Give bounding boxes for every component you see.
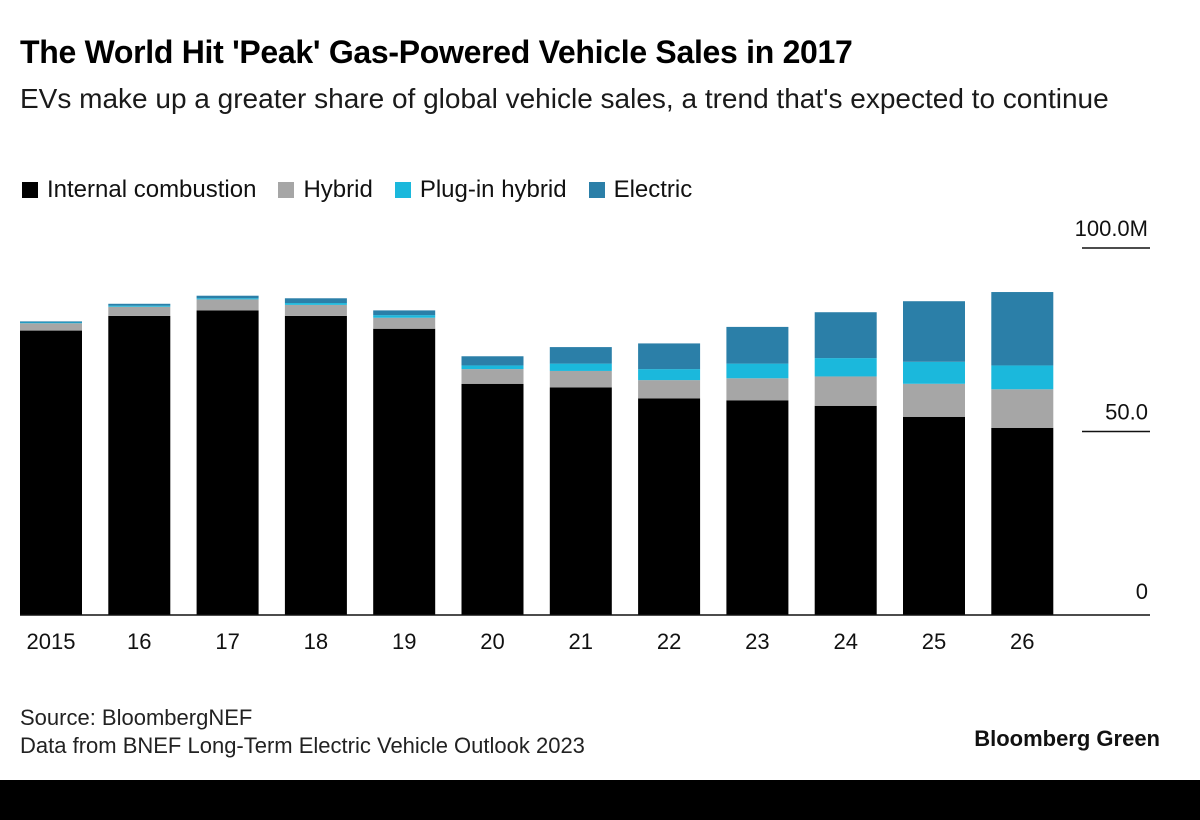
legend-swatch-electric xyxy=(588,182,605,198)
bar-21-electric xyxy=(549,347,612,364)
legend-swatch-internal-combustion xyxy=(22,182,38,198)
bar-26-internal-combustion xyxy=(991,427,1054,615)
source-note: Data from BNEF Long-Term Electric Vehicl… xyxy=(20,733,585,758)
bar-26-electric xyxy=(991,292,1054,366)
bar-21-plug-in-hybrid xyxy=(549,363,612,371)
bar-18-electric xyxy=(284,298,347,304)
bar-19-hybrid xyxy=(373,317,436,329)
x-tick-label-23: 23 xyxy=(745,629,769,654)
brand-logo: Bloomberg Green xyxy=(974,726,1160,751)
bar-26-hybrid xyxy=(991,389,1054,428)
legend-item-internal-combustion: Internal combustion xyxy=(22,176,256,204)
bar-16-electric xyxy=(108,303,171,306)
bar-25-hybrid xyxy=(903,383,965,417)
bar-16-internal-combustion xyxy=(108,315,171,615)
bar-2015-hybrid xyxy=(20,323,82,331)
bar-24-internal-combustion xyxy=(814,405,877,615)
chart-subtitle: EVs make up a greater share of global ve… xyxy=(20,83,1109,114)
legend-swatch-hybrid xyxy=(278,182,295,198)
bar-17-hybrid xyxy=(196,299,259,311)
bar-2015-internal-combustion xyxy=(20,330,82,615)
legend-label-hybrid: Hybrid xyxy=(303,176,373,203)
stacked-bar-chart: 100.0M 50.0 0 2015 16 17 18 19 20 21 22 23 24 25 26 xyxy=(20,216,1150,654)
chart-title: The World Hit 'Peak' Gas-Powered Vehicle… xyxy=(20,34,853,70)
bar-22-internal-combustion xyxy=(638,398,701,615)
bar-20-electric xyxy=(461,356,524,366)
legend-item-plug-in-hybrid: Plug-in hybrid xyxy=(394,176,567,204)
legend-label-internal-combustion: Internal combustion xyxy=(47,176,257,203)
legend-item-electric: Electric xyxy=(588,176,693,204)
bar-17-plug-in-hybrid xyxy=(196,298,259,300)
legend: Internal combustion Hybrid Plug-in hybri… xyxy=(22,176,714,204)
bar-25-electric xyxy=(903,301,965,362)
bar-20-internal-combustion xyxy=(461,383,524,615)
bar-24-plug-in-hybrid xyxy=(814,358,877,377)
x-tick-label-19: 19 xyxy=(392,629,416,654)
y-tick-label-2: 0 xyxy=(1136,579,1148,604)
bar-26-plug-in-hybrid xyxy=(991,365,1054,390)
bar-25-plug-in-hybrid xyxy=(903,361,965,384)
x-tick-label-18: 18 xyxy=(304,629,328,654)
bar-21-internal-combustion xyxy=(549,387,612,615)
x-tick-label-17: 17 xyxy=(215,629,239,654)
bar-20-hybrid xyxy=(461,369,524,384)
y-tick-label-1: 50.0 xyxy=(1105,400,1148,425)
bar-23-electric xyxy=(726,326,789,364)
bar-22-plug-in-hybrid xyxy=(638,369,701,381)
bar-19-internal-combustion xyxy=(373,328,436,615)
legend-label-plug-in-hybrid: Plug-in hybrid xyxy=(419,176,567,203)
bar-17-internal-combustion xyxy=(196,310,259,615)
legend-item-hybrid: Hybrid xyxy=(278,176,373,204)
bar-18-hybrid xyxy=(284,304,347,316)
bar-24-hybrid xyxy=(814,376,877,406)
x-tick-label-26: 26 xyxy=(1010,629,1034,654)
x-tick-label-22: 22 xyxy=(657,629,681,654)
legend-label-electric: Electric xyxy=(613,176,693,203)
x-tick-label-2015: 2015 xyxy=(27,629,76,654)
bar-16-hybrid xyxy=(108,306,171,316)
source-block: Source: BloombergNEF Data from BNEF Long… xyxy=(20,704,585,760)
bar-22-electric xyxy=(638,343,701,370)
y-tick-label-0: 100.0M xyxy=(1075,216,1148,241)
x-tick-label-21: 21 xyxy=(569,629,593,654)
bar-22-hybrid xyxy=(638,380,701,399)
bar-17-electric xyxy=(196,295,259,299)
source-text: Source: BloombergNEF xyxy=(20,705,253,730)
bottom-band xyxy=(0,780,1200,820)
bar-23-hybrid xyxy=(726,378,789,401)
bar-2015-electric xyxy=(20,321,82,323)
bar-18-internal-combustion xyxy=(284,315,347,615)
bar-16-plug-in-hybrid xyxy=(108,305,171,307)
bar-23-plug-in-hybrid xyxy=(726,363,789,379)
bar-25-internal-combustion xyxy=(903,416,965,615)
bar-23-internal-combustion xyxy=(726,400,789,615)
legend-swatch-plug-in-hybrid xyxy=(394,182,411,198)
bar-19-electric xyxy=(373,310,436,316)
bar-24-electric xyxy=(814,312,877,359)
x-tick-label-20: 20 xyxy=(480,629,504,654)
x-tick-label-25: 25 xyxy=(922,629,946,654)
x-tick-label-24: 24 xyxy=(833,629,857,654)
x-tick-label-16: 16 xyxy=(127,629,151,654)
bar-2015-plug-in-hybrid xyxy=(20,322,82,324)
bar-21-hybrid xyxy=(549,370,612,388)
bar-18-plug-in-hybrid xyxy=(284,303,347,305)
bar-20-plug-in-hybrid xyxy=(461,365,524,370)
bar-19-plug-in-hybrid xyxy=(373,315,436,318)
